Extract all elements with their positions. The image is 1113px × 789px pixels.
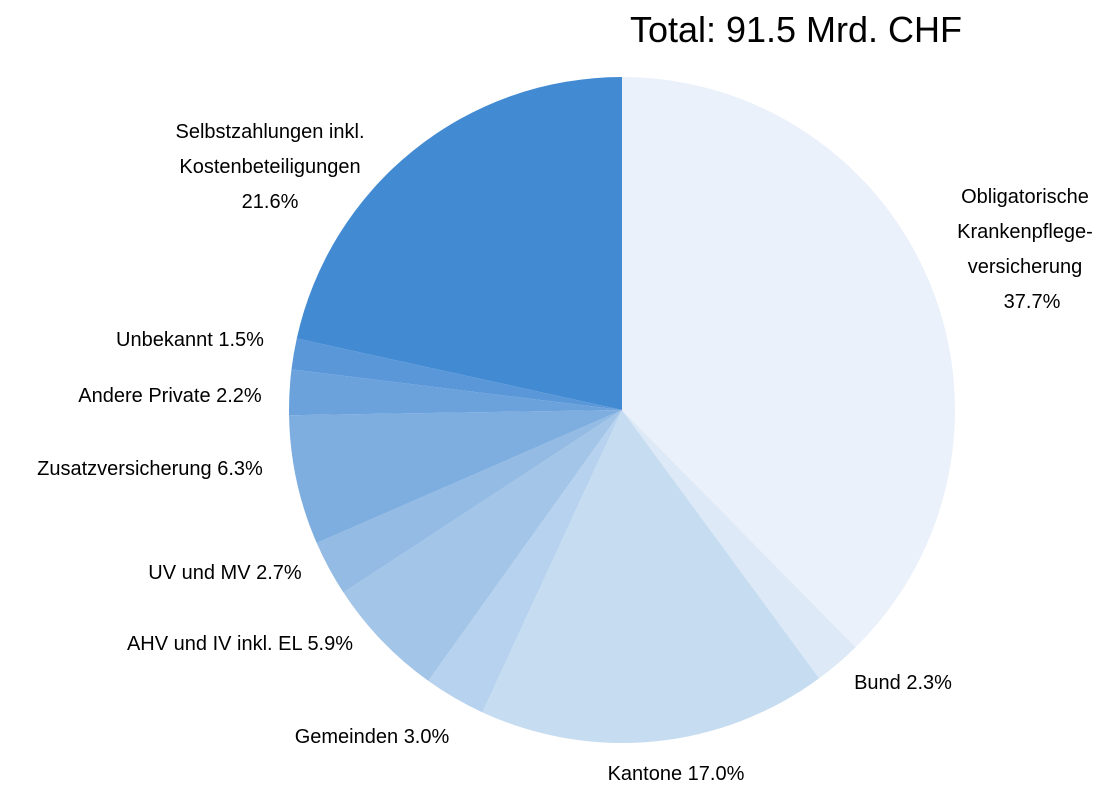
pie-slice bbox=[296, 77, 622, 410]
slice-label: Unbekannt 1.5% bbox=[116, 329, 264, 351]
label-value: 2.7% bbox=[256, 562, 302, 584]
label-value: 1.5% bbox=[218, 329, 264, 351]
pie-slice bbox=[316, 410, 622, 593]
label-name: Selbstzahlungen inkl. bbox=[175, 121, 364, 143]
label-name: Bund bbox=[854, 672, 901, 694]
label-value: 6.3% bbox=[217, 458, 263, 480]
pie-slice bbox=[622, 77, 956, 648]
label-name: Kostenbeteiligungen bbox=[179, 156, 360, 178]
pie-slice bbox=[291, 338, 622, 410]
pie-slice bbox=[289, 410, 622, 543]
label-name: Andere Private bbox=[78, 385, 210, 407]
pie-slice bbox=[622, 410, 856, 679]
slice-label: Gemeinden 3.0% bbox=[295, 726, 450, 748]
label-name: versicherung bbox=[968, 256, 1083, 278]
slice-label: Zusatzversicherung 6.3% bbox=[37, 458, 263, 480]
slice-label: Selbstzahlungen inkl. Kostenbeteiligungen… bbox=[175, 121, 364, 213]
chart-title: Total: 91.5 Mrd. CHF bbox=[630, 9, 962, 50]
label-value: 17.0% bbox=[688, 763, 745, 785]
label-value: 5.9% bbox=[307, 633, 353, 655]
slice-label: AHV und IV inkl. EL 5.9% bbox=[127, 633, 353, 655]
label-name: AHV und IV inkl. EL bbox=[127, 633, 303, 655]
label-name: Krankenpflege- bbox=[957, 221, 1093, 243]
label-name: UV und MV bbox=[148, 562, 251, 584]
label-name: Zusatzversicherung bbox=[37, 458, 212, 480]
slice-label: Kantone 17.0% bbox=[608, 763, 745, 785]
label-value: 21.6% bbox=[242, 191, 299, 213]
label-value: 2.2% bbox=[216, 385, 262, 407]
pie-slice bbox=[428, 410, 622, 713]
label-name: Kantone bbox=[608, 763, 683, 785]
pie-slice bbox=[289, 369, 622, 416]
label-name: Obligatorische bbox=[961, 186, 1089, 208]
label-name: Unbekannt bbox=[116, 329, 213, 351]
label-value: 2.3% bbox=[906, 672, 952, 694]
label-value: 37.7% bbox=[1004, 291, 1061, 313]
pie-slice bbox=[343, 410, 622, 681]
slice-label: UV und MV 2.7% bbox=[148, 562, 302, 584]
slice-label: Andere Private 2.2% bbox=[78, 385, 262, 407]
slice-label: Bund 2.3% bbox=[854, 672, 952, 694]
label-value: 3.0% bbox=[404, 726, 450, 748]
pie-slice bbox=[482, 410, 820, 743]
slice-label: Obligatorische Krankenpflege-versicherung… bbox=[957, 186, 1093, 313]
label-name: Gemeinden bbox=[295, 726, 398, 748]
